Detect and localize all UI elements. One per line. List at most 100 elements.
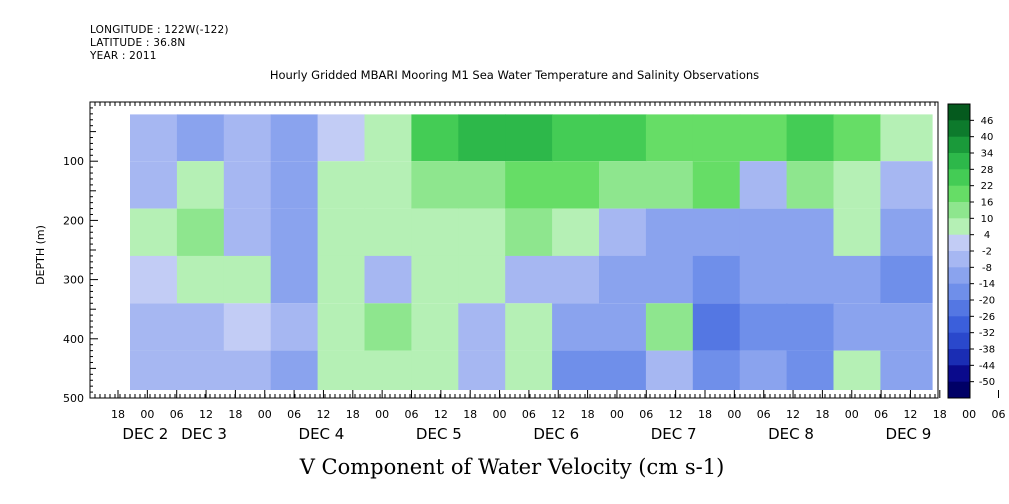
x-day-label: DEC 3 bbox=[181, 425, 227, 443]
heatmap-cell bbox=[833, 208, 881, 256]
colorbar-swatch bbox=[948, 267, 970, 284]
heatmap-cell bbox=[599, 161, 647, 209]
heatmap-cell bbox=[364, 161, 412, 209]
x-day-label: DEC 7 bbox=[651, 425, 697, 443]
heatmap-cell bbox=[786, 350, 835, 390]
heatmap-cell bbox=[880, 161, 933, 209]
heatmap-cell bbox=[552, 303, 600, 351]
colorbar: 46 40 34 28 22 16 10 4 -2 -8 -14 -20 -26 -32 -38 -44 -50 bbox=[947, 103, 995, 399]
heatmap-cell bbox=[270, 303, 319, 351]
heatmap-cell bbox=[833, 350, 881, 390]
colorbar-swatch bbox=[948, 153, 970, 170]
heatmap-cell bbox=[130, 208, 178, 256]
y-tick-label: 400 bbox=[63, 333, 84, 346]
heatmap-cell bbox=[176, 114, 225, 162]
x-tick-label: 06 bbox=[874, 408, 888, 421]
heatmap-cell bbox=[458, 208, 506, 256]
heatmap-cell bbox=[176, 208, 225, 256]
colorbar-swatch bbox=[948, 300, 970, 317]
y-tick-label: 500 bbox=[63, 392, 84, 405]
heatmap-cell bbox=[364, 208, 412, 256]
heatmap-cell bbox=[458, 161, 506, 209]
heatmap-cell bbox=[692, 161, 741, 209]
colorbar-label: -20 bbox=[979, 296, 995, 307]
chart-title: Hourly Gridded MBARI Mooring M1 Sea Wate… bbox=[269, 68, 760, 82]
colorbar-label: 22 bbox=[981, 181, 994, 192]
heatmap-cell bbox=[645, 255, 694, 304]
heatmap-cell bbox=[411, 161, 459, 209]
heatmap-cell bbox=[739, 303, 788, 351]
colorbar-swatch bbox=[948, 169, 970, 186]
colorbar-label: 28 bbox=[981, 165, 994, 176]
colorbar-label: -32 bbox=[979, 328, 995, 339]
colorbar-label: 40 bbox=[981, 132, 994, 143]
x-tick-label: 06 bbox=[757, 408, 771, 421]
colorbar-label: -26 bbox=[979, 312, 995, 323]
heatmap-cell bbox=[786, 255, 835, 304]
x-tick-label: 00 bbox=[727, 408, 741, 421]
x-tick-label: 18 bbox=[815, 408, 829, 421]
x-day-label: DEC 5 bbox=[416, 425, 462, 443]
heatmap-cell bbox=[645, 303, 694, 351]
x-day-label: DEC 6 bbox=[533, 425, 579, 443]
heatmap-cell bbox=[411, 303, 459, 351]
heatmap-cell bbox=[552, 350, 600, 390]
x-day-label: DEC 2 bbox=[122, 425, 168, 443]
heatmap-cell bbox=[130, 114, 178, 162]
x-tick-label: 12 bbox=[669, 408, 683, 421]
heatmap-cell bbox=[739, 208, 788, 256]
heatmap-cell bbox=[130, 350, 178, 390]
colorbar-swatch bbox=[948, 381, 970, 399]
heatmap-cell bbox=[270, 208, 319, 256]
heatmap-cell bbox=[270, 350, 319, 390]
y-axis-label: DEPTH (m) bbox=[34, 225, 47, 285]
heatmap-cell bbox=[645, 114, 694, 162]
longitude-label: LONGITUDE : 122W(-122) bbox=[90, 24, 229, 36]
heatmap-cell bbox=[739, 161, 788, 209]
heatmap-cell bbox=[880, 255, 933, 304]
heatmap-cell bbox=[411, 114, 459, 162]
heatmap-cell bbox=[692, 255, 741, 304]
x-tick-label: 18 bbox=[698, 408, 712, 421]
heatmap-cell bbox=[317, 114, 366, 162]
colorbar-label: 34 bbox=[981, 149, 994, 160]
heatmap-cell bbox=[880, 208, 933, 256]
heatmap-cell bbox=[692, 114, 741, 162]
x-tick-label: 18 bbox=[933, 408, 947, 421]
heatmap-cell bbox=[552, 208, 600, 256]
heatmap-cell bbox=[176, 161, 225, 209]
x-axis-title: V Component of Water Velocity (cm s-1) bbox=[299, 455, 725, 479]
colorbar-swatch bbox=[948, 185, 970, 203]
x-tick-label: 18 bbox=[111, 408, 125, 421]
heatmap-cell bbox=[130, 303, 178, 351]
x-tick-label: 00 bbox=[258, 408, 272, 421]
x-tick-label: 18 bbox=[346, 408, 360, 421]
colorbar-label: 10 bbox=[981, 214, 994, 225]
colorbar-label: 16 bbox=[981, 198, 994, 209]
heatmap-cell bbox=[833, 303, 881, 351]
heatmap-cell bbox=[223, 255, 272, 304]
colorbar-label: 46 bbox=[981, 116, 994, 127]
x-tick-label: 00 bbox=[610, 408, 624, 421]
heatmap-cell bbox=[505, 161, 553, 209]
y-tick-label: 200 bbox=[63, 214, 84, 227]
x-tick-label: 18 bbox=[581, 408, 595, 421]
heatmap-cell bbox=[317, 350, 366, 390]
heatmap-cell bbox=[692, 303, 741, 351]
heatmap-cell bbox=[645, 208, 694, 256]
x-day-label: DEC 8 bbox=[768, 425, 814, 443]
heatmap-cell bbox=[505, 303, 553, 351]
heatmap-cell bbox=[411, 350, 459, 390]
colorbar-label: -2 bbox=[982, 247, 992, 258]
colorbar-label: -14 bbox=[979, 279, 995, 290]
y-tick-label: 100 bbox=[63, 155, 84, 168]
colorbar-swatch bbox=[948, 349, 970, 366]
x-tick-label: 00 bbox=[375, 408, 389, 421]
heatmap-cell bbox=[739, 114, 788, 162]
heatmap-cell bbox=[458, 350, 506, 390]
heatmap-cell bbox=[786, 114, 835, 162]
x-day-label: DEC 9 bbox=[886, 425, 932, 443]
x-tick-label: 06 bbox=[405, 408, 419, 421]
